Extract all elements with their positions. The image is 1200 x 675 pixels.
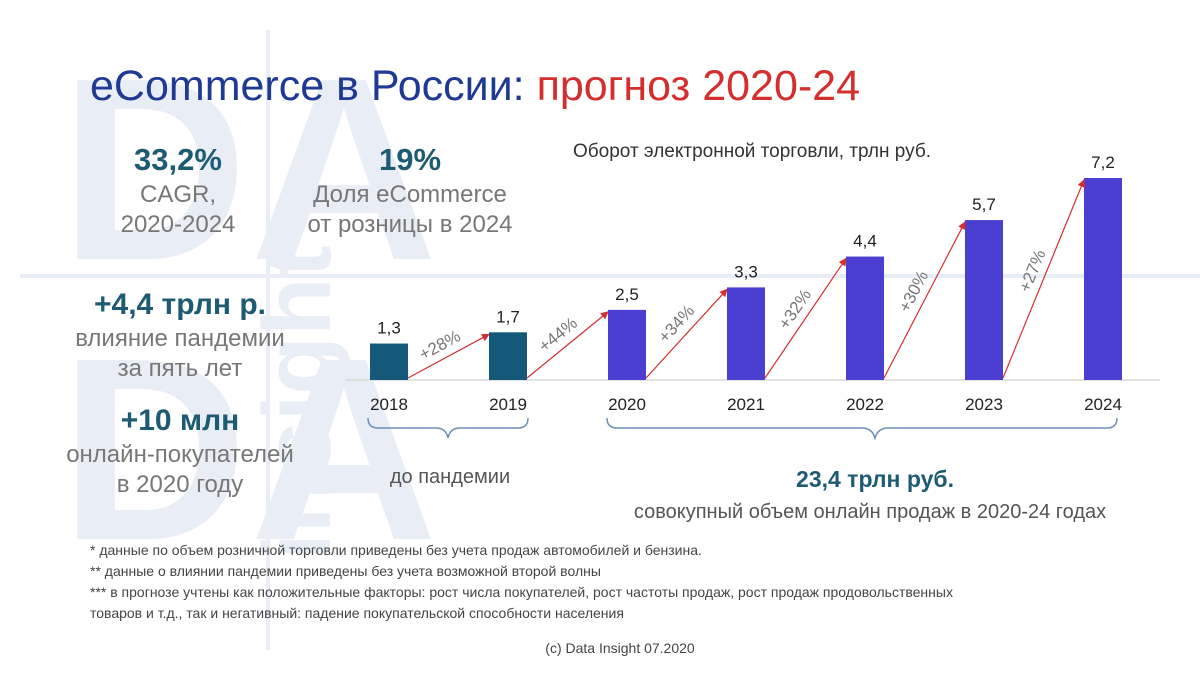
stat-cagr-value: 33,2% <box>134 142 222 177</box>
stat-cagr-label-2: 2020-2024 <box>120 211 236 238</box>
title-main: eCommerce в России: <box>90 62 525 110</box>
stat-buyers-label-2: в 2020 году <box>116 471 244 498</box>
watermark-letter-a1: A <box>250 25 438 315</box>
stat-pandemic-label-2: за пять лет <box>117 355 243 382</box>
bar-2020 <box>608 309 646 380</box>
bar-2018 <box>370 343 408 380</box>
category-label-2018: 2018 <box>370 395 408 414</box>
growth-label-6: +27% <box>1015 247 1049 295</box>
title-accent: прогноз 2020-24 <box>536 62 861 110</box>
stat-pandemic: +4,4 трлн р. влияние пандемии за пять ле… <box>50 286 310 384</box>
bar-2023 <box>965 220 1003 380</box>
growth-arrow-4 <box>764 257 847 379</box>
watermark-vline <box>266 30 270 650</box>
stat-share-label-2: от розницы в 2024 <box>307 211 513 238</box>
value-label-2020: 2,5 <box>615 285 639 304</box>
stat-share: 19% Доля eCommerce от розницы в 2024 <box>290 140 530 240</box>
bar-2019 <box>489 332 527 380</box>
growth-arrow-6 <box>1002 179 1086 379</box>
value-label-2023: 5,7 <box>972 195 996 214</box>
footnote-3: *** в прогнозе учтены как положительные … <box>90 584 953 600</box>
total-volume-value: 23,4 трлн руб. <box>796 466 954 492</box>
stat-buyers-label-1: онлайн-покупателей <box>66 441 294 468</box>
footnote-2: ** данные о влиянии пандемии приведены б… <box>90 563 601 579</box>
stat-share-value: 19% <box>378 142 442 177</box>
stat-pandemic-value: +4,4 трлн р. <box>93 288 266 321</box>
stat-share-label-1: Доля eCommerce <box>313 181 507 208</box>
growth-label-3: +34% <box>655 301 699 346</box>
watermark-hline <box>20 274 1200 278</box>
total-volume-label: совокупный объем онлайн продаж в 2020-24… <box>633 501 1107 523</box>
value-label-2022: 4,4 <box>853 232 877 251</box>
growth-arrow-5 <box>883 221 966 379</box>
page-title: eCommerce в России: прогноз 2020-24 <box>90 62 860 111</box>
growth-label-5: +30% <box>895 268 932 316</box>
chart-subtitle: Оборот электронной торговли, трлн руб. <box>573 141 931 162</box>
footnote-4: товаров и т.д., так и негативный: падени… <box>90 605 624 621</box>
bar-2024 <box>1084 178 1122 380</box>
growth-arrow-3 <box>645 288 728 379</box>
footnote-1: * данные по объем розничной торговли при… <box>90 542 702 558</box>
category-label-2019: 2019 <box>489 395 527 414</box>
value-label-2024: 7,2 <box>1091 153 1115 172</box>
growth-label-4: +32% <box>775 286 815 333</box>
copyright: (c) Data Insight 07.2020 <box>545 640 695 656</box>
category-label-2020: 2020 <box>608 395 646 414</box>
value-label-2019: 1,7 <box>496 307 520 326</box>
growth-label-1: +28% <box>416 327 464 365</box>
growth-arrow-2 <box>526 311 609 379</box>
stat-cagr: 33,2% CAGR, 2020-2024 <box>88 140 268 240</box>
watermark-letter-d1: D <box>60 25 248 315</box>
bar-2021 <box>727 287 765 380</box>
pre-pandemic-label: до пандемии <box>389 466 511 488</box>
category-label-2022: 2022 <box>846 395 884 414</box>
stat-pandemic-label-1: влияние пандемии <box>75 325 285 352</box>
growth-arrow-1 <box>407 333 490 379</box>
stat-buyers: +10 млн онлайн-покупателей в 2020 году <box>40 402 320 500</box>
category-label-2023: 2023 <box>965 395 1003 414</box>
stat-buyers-value: +10 млн <box>120 404 240 437</box>
growth-label-2: +44% <box>535 313 581 356</box>
category-label-2024: 2024 <box>1084 395 1122 414</box>
value-label-2021: 3,3 <box>734 262 758 281</box>
footnotes: * данные по объем розничной торговли при… <box>90 540 953 624</box>
stat-cagr-label-1: CAGR, <box>139 181 216 208</box>
category-label-2021: 2021 <box>727 395 765 414</box>
watermark-letter-d2: D <box>60 305 248 595</box>
brace-post-pandemic <box>606 417 1118 441</box>
bar-2022 <box>846 256 884 380</box>
brace-pre-pandemic <box>367 417 529 439</box>
value-label-2018: 1,3 <box>377 319 401 338</box>
